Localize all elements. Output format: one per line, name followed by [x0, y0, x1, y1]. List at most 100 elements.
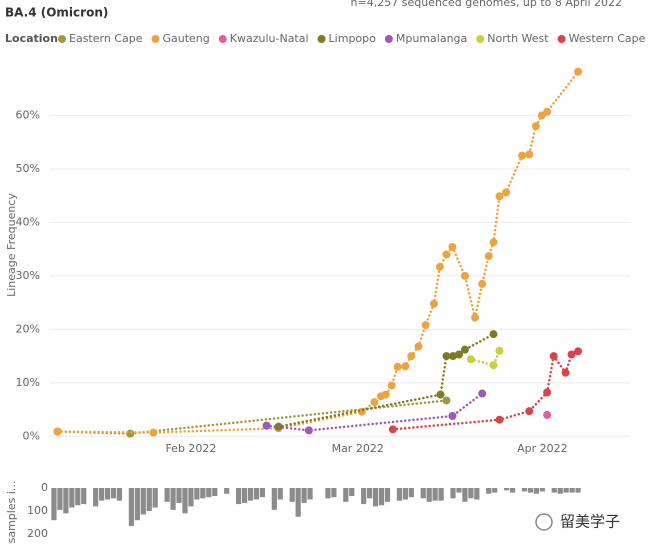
- bar: [212, 488, 218, 497]
- legend-label: Limpopo: [329, 32, 377, 45]
- y-tick-label: 10%: [16, 376, 40, 389]
- bar: [361, 488, 367, 505]
- series-line: [56, 70, 580, 434]
- bar-y-tick-label: 0: [41, 481, 48, 494]
- legend-marker: [58, 35, 66, 43]
- x-tick-label: Feb 2022: [165, 442, 216, 455]
- legend-label: Kwazulu-Natal: [230, 32, 309, 45]
- legend-marker: [476, 35, 485, 43]
- bar: [557, 488, 563, 494]
- bar: [468, 488, 474, 499]
- bar: [402, 488, 408, 500]
- series-line: [265, 392, 484, 432]
- legend-marker: [218, 35, 227, 43]
- point: [442, 352, 451, 361]
- bar: [378, 488, 385, 506]
- bar: [384, 488, 391, 502]
- y-tick-label: 50%: [16, 162, 40, 175]
- bar: [259, 488, 266, 498]
- legend-marker: [557, 35, 566, 43]
- bar: [432, 488, 438, 501]
- point: [525, 150, 534, 159]
- bar: [164, 488, 170, 502]
- legend-marker: [384, 35, 393, 43]
- bar: [438, 488, 444, 501]
- legend-label: North West: [487, 32, 549, 45]
- bar: [563, 488, 569, 493]
- point: [518, 151, 527, 160]
- bar: [253, 488, 260, 500]
- bar: [569, 488, 575, 493]
- y-tick-label: 30%: [16, 269, 40, 282]
- bar: [51, 488, 57, 521]
- bar: [367, 488, 373, 499]
- point: [401, 362, 410, 371]
- watermark: 留美学子: [535, 513, 620, 531]
- legend-title: Location: [5, 32, 58, 45]
- point: [149, 428, 158, 437]
- bar: [539, 488, 545, 492]
- point: [388, 425, 397, 434]
- point: [448, 243, 457, 252]
- bar: [527, 488, 534, 493]
- point: [381, 390, 390, 399]
- bar: [206, 488, 212, 498]
- point: [543, 107, 552, 116]
- bar: [372, 488, 379, 507]
- point: [387, 381, 396, 390]
- point: [561, 368, 570, 377]
- point: [442, 396, 451, 405]
- point: [478, 389, 487, 398]
- bar: [271, 488, 277, 510]
- legend-marker: [317, 35, 326, 43]
- point: [421, 321, 430, 330]
- bar: [426, 488, 432, 502]
- point: [489, 361, 498, 370]
- watermark-text: 留美学子: [560, 513, 620, 531]
- point: [448, 411, 457, 420]
- bar: [349, 488, 355, 497]
- bar: [200, 488, 206, 499]
- bar-y-tick-label: 200: [27, 527, 48, 540]
- bar: [241, 488, 248, 503]
- bar: [99, 488, 105, 501]
- legend-label: Eastern Cape: [69, 32, 143, 45]
- point: [478, 279, 487, 288]
- bar: [63, 488, 69, 514]
- point: [407, 352, 416, 361]
- series-line: [277, 332, 495, 428]
- bar: [504, 488, 510, 491]
- bar: [331, 488, 337, 498]
- point: [262, 421, 271, 430]
- point: [567, 350, 576, 359]
- point: [543, 388, 552, 397]
- point: [370, 398, 379, 407]
- bar: [224, 488, 230, 494]
- point: [471, 313, 480, 322]
- point: [393, 362, 402, 371]
- bar-y-tick-label: 100: [27, 504, 48, 517]
- bar: [521, 488, 528, 492]
- bar: [152, 488, 158, 508]
- y-tick-label: 40%: [16, 215, 40, 228]
- legend-label: Mpumalanga: [396, 32, 467, 45]
- bar: [75, 488, 81, 506]
- bar: [81, 488, 87, 505]
- x-tick-label: Mar 2022: [332, 442, 384, 455]
- bar: [93, 488, 99, 507]
- bar: [533, 488, 539, 494]
- bar: [116, 488, 123, 501]
- point: [531, 122, 540, 131]
- point: [484, 252, 493, 261]
- subtitle: n=4,257 sequenced genomes, up to 8 April…: [351, 0, 622, 9]
- bar: [104, 488, 111, 500]
- bar: [343, 488, 349, 502]
- point: [466, 355, 475, 364]
- point: [502, 188, 511, 197]
- point: [495, 346, 504, 355]
- point: [574, 67, 583, 76]
- bar: [247, 488, 254, 501]
- bar: [295, 488, 301, 517]
- point: [574, 347, 583, 356]
